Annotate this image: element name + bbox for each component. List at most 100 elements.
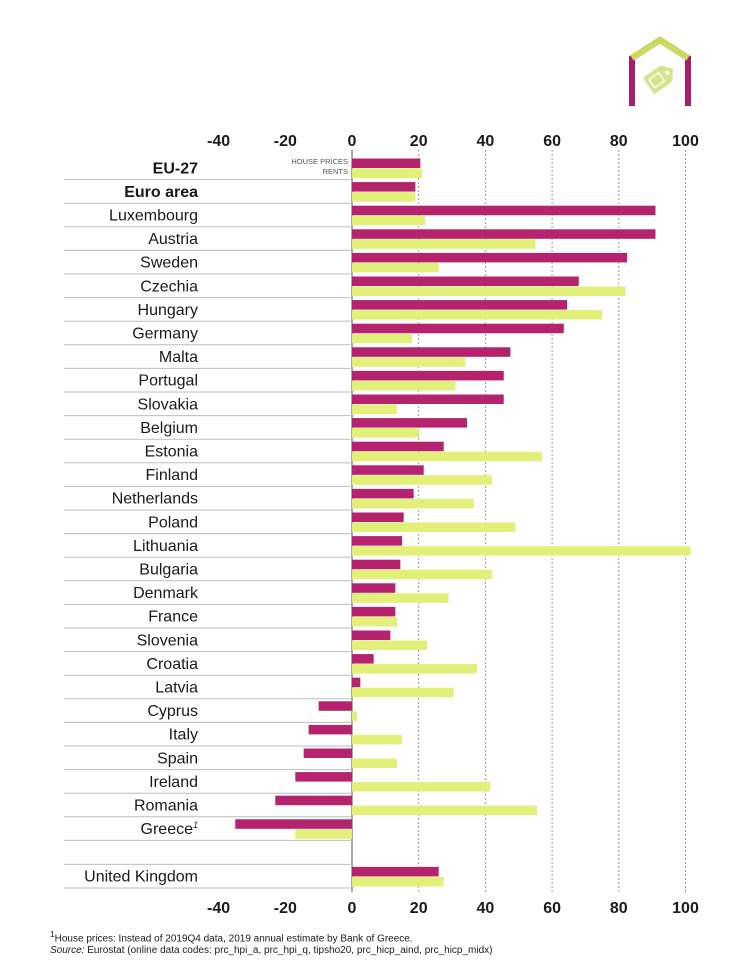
row-separators xyxy=(64,179,352,889)
house-price-bar-czechia xyxy=(352,276,579,286)
rent-bar-austria xyxy=(352,239,536,249)
house-price-bar-lithuania xyxy=(352,536,403,546)
house-price-bar-estonia xyxy=(352,441,444,452)
rent-bar-latvia xyxy=(352,687,454,698)
rent-bar-greece xyxy=(295,829,352,839)
rent-bar-ireland xyxy=(352,782,491,792)
rent-bar-euro-area xyxy=(352,192,416,202)
category-label: Netherlands xyxy=(112,491,198,508)
category-label: Belgium xyxy=(140,420,198,437)
rent-bar-slovenia xyxy=(352,640,428,650)
house-price-bar-eu-27 xyxy=(352,158,421,168)
category-label: Hungary xyxy=(138,302,198,319)
house-price-bar-belgium xyxy=(352,418,468,428)
category-label: Romania xyxy=(134,798,198,815)
rent-bar-malta xyxy=(352,357,466,367)
category-label: Poland xyxy=(148,514,198,531)
category-label: Germany xyxy=(132,326,198,343)
house-price-bar-greece xyxy=(235,819,352,829)
category-label: Euro area xyxy=(124,184,198,201)
rent-bar-lithuania xyxy=(352,546,691,556)
bottom-tick-label: -40 xyxy=(207,900,230,917)
top-tick-label: 20 xyxy=(410,133,428,150)
rent-bar-italy xyxy=(352,734,403,745)
rent-bar-portugal xyxy=(352,380,456,391)
top-tick-label: 40 xyxy=(477,133,495,150)
house-price-bar-latvia xyxy=(352,677,361,688)
bottom-tick-label: 40 xyxy=(477,900,495,917)
house-price-bar-bulgaria xyxy=(352,559,401,570)
rent-bar-luxembourg xyxy=(352,215,426,226)
bottom-tick-label: -20 xyxy=(274,900,297,917)
legend-entry-house-prices: HOUSE PRICES xyxy=(291,157,348,166)
house-price-bar-ireland xyxy=(295,772,352,782)
bottom-tick-label: 20 xyxy=(410,900,428,917)
category-label: Ireland xyxy=(149,774,198,791)
tick-labels: -40 -20 0 20 40 60 80 100 -40 -20 0 20 40 60 80 100 xyxy=(207,133,699,917)
category-label: Finland xyxy=(146,467,198,484)
house-price-bar-croatia xyxy=(352,654,374,664)
top-tick-label: 100 xyxy=(672,133,699,150)
category-label: Latvia xyxy=(155,680,198,697)
house-price-bar-euro-area xyxy=(352,182,416,192)
category-label: Estonia xyxy=(145,444,198,461)
house-price-bar-united-kingdom xyxy=(352,866,439,877)
rent-bar-cyprus xyxy=(352,711,358,721)
top-tick-label: 80 xyxy=(610,133,628,150)
category-label: Austria xyxy=(148,231,198,248)
house-price-bar-denmark xyxy=(352,583,396,593)
footnote-source: Source: Eurostat (online data codes: prc… xyxy=(50,945,493,957)
rent-bar-slovakia xyxy=(352,404,398,414)
rent-bar-czechia xyxy=(352,286,626,296)
rent-bar-sweden xyxy=(352,262,439,273)
rent-bar-croatia xyxy=(352,664,478,674)
bottom-tick-label: 80 xyxy=(610,900,628,917)
bottom-tick-label: 100 xyxy=(672,900,699,917)
rent-bar-hungary xyxy=(352,310,603,320)
house-price-bar-slovakia xyxy=(352,394,504,404)
footnote-note: 1House prices: Instead of 2019Q4 data, 2… xyxy=(50,929,413,945)
rent-bar-romania xyxy=(352,805,538,816)
house-price-bar-italy xyxy=(308,724,352,735)
rent-bar-finland xyxy=(352,475,493,485)
house-price-bar-luxembourg xyxy=(352,205,656,216)
rent-bar-poland xyxy=(352,522,516,532)
house-price-bar-portugal xyxy=(352,370,504,381)
category-label: Slovakia xyxy=(138,396,199,413)
house-price-bar-romania xyxy=(275,795,352,806)
category-label: Croatia xyxy=(146,656,198,673)
category-label: Portugal xyxy=(138,373,198,390)
house-price-bar-spain xyxy=(303,748,352,758)
category-label: Slovenia xyxy=(137,632,198,649)
category-label: Czechia xyxy=(140,278,198,295)
top-tick-label: -20 xyxy=(274,133,297,150)
category-labels: EU-27 Euro area Luxembourg Austria Sweden Cze… xyxy=(84,160,199,885)
category-label: Spain xyxy=(157,750,198,767)
rent-bar-netherlands xyxy=(352,498,474,509)
category-label: Malta xyxy=(159,349,198,366)
house-price-tag-icon xyxy=(628,36,692,110)
rent-bar-eu-27 xyxy=(352,168,423,178)
rent-bar-bulgaria xyxy=(352,569,493,580)
rent-bar-denmark xyxy=(352,593,449,603)
rent-bar-united-kingdom xyxy=(352,876,444,887)
bottom-tick-label: 60 xyxy=(543,900,561,917)
category-label: Bulgaria xyxy=(139,562,198,579)
house-price-bar-sweden xyxy=(352,252,628,263)
house-price-bar-netherlands xyxy=(352,488,414,499)
top-tick-label: -40 xyxy=(207,133,230,150)
bars xyxy=(235,158,691,887)
bottom-tick-label: 0 xyxy=(348,900,357,917)
house-price-bar-slovenia xyxy=(352,630,391,640)
rent-bar-germany xyxy=(352,333,413,344)
rent-bar-france xyxy=(352,616,398,627)
house-price-bar-finland xyxy=(352,465,424,475)
category-label: France xyxy=(148,609,198,626)
category-label: United Kingdom xyxy=(84,869,198,886)
rent-bar-spain xyxy=(352,758,398,768)
top-tick-label: 60 xyxy=(543,133,561,150)
rent-bar-estonia xyxy=(352,451,543,462)
house-price-bar-germany xyxy=(352,323,564,334)
